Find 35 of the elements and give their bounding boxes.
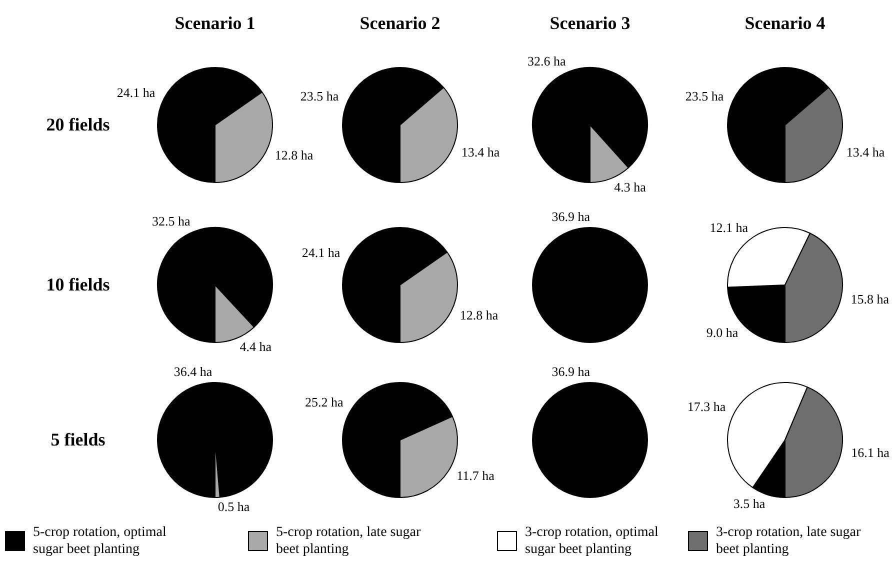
data-label: 16.1 ha — [851, 444, 890, 460]
data-label: 24.1 ha — [302, 245, 340, 260]
data-label: 36.4 ha — [174, 364, 212, 379]
data-label: 36.9 ha — [552, 364, 590, 379]
text: 20 fields — [46, 114, 110, 136]
data-label: 3.5 ha — [733, 496, 766, 511]
data-label: 11.7 ha — [456, 468, 495, 484]
text: 5 fields — [50, 430, 106, 450]
chart-title: Scenario 4 — [744, 13, 826, 34]
data-label: 13.4 ha — [461, 144, 500, 160]
chart-title: Scenario 3 — [550, 13, 630, 34]
chart-title: Scenario 1 — [174, 13, 256, 34]
data-label: 25.2 ha — [305, 394, 344, 410]
data-label: 23.5 ha — [300, 88, 339, 104]
data-label: 12.1 ha — [710, 220, 748, 235]
data-label: 24.1 ha — [116, 85, 156, 100]
data-label: 0.5 ha — [218, 498, 250, 514]
data-label: 23.5 ha — [685, 88, 724, 104]
legend-label: 3-crop rotation, late sugar beet planting — [716, 524, 862, 558]
legend-label: 5-crop rotation, optimal sugar beet planting — [33, 524, 168, 558]
data-label: 12.8 ha — [460, 308, 498, 323]
legend-label: 3-crop rotation, optimal sugar beet planting — [525, 524, 660, 558]
data-label: 32.6 ha — [528, 53, 566, 68]
legend-label: 5-crop rotation, late sugar beet planting — [276, 524, 422, 558]
data-label: 13.4 ha — [846, 144, 885, 160]
data-label: 36.9 ha — [552, 208, 590, 224]
chart-title: Scenario 2 — [360, 13, 440, 34]
data-label: 17.3 ha — [687, 399, 726, 414]
data-label: 9.0 ha — [706, 325, 738, 340]
data-label: 15.8 ha — [850, 292, 890, 307]
data-label: 12.8 ha — [274, 148, 314, 163]
text: 10 fields — [46, 274, 110, 296]
data-label: 4.4 ha — [240, 339, 272, 354]
data-label: 4.3 ha — [614, 179, 646, 194]
data-label: 32.5 ha — [152, 214, 191, 229]
